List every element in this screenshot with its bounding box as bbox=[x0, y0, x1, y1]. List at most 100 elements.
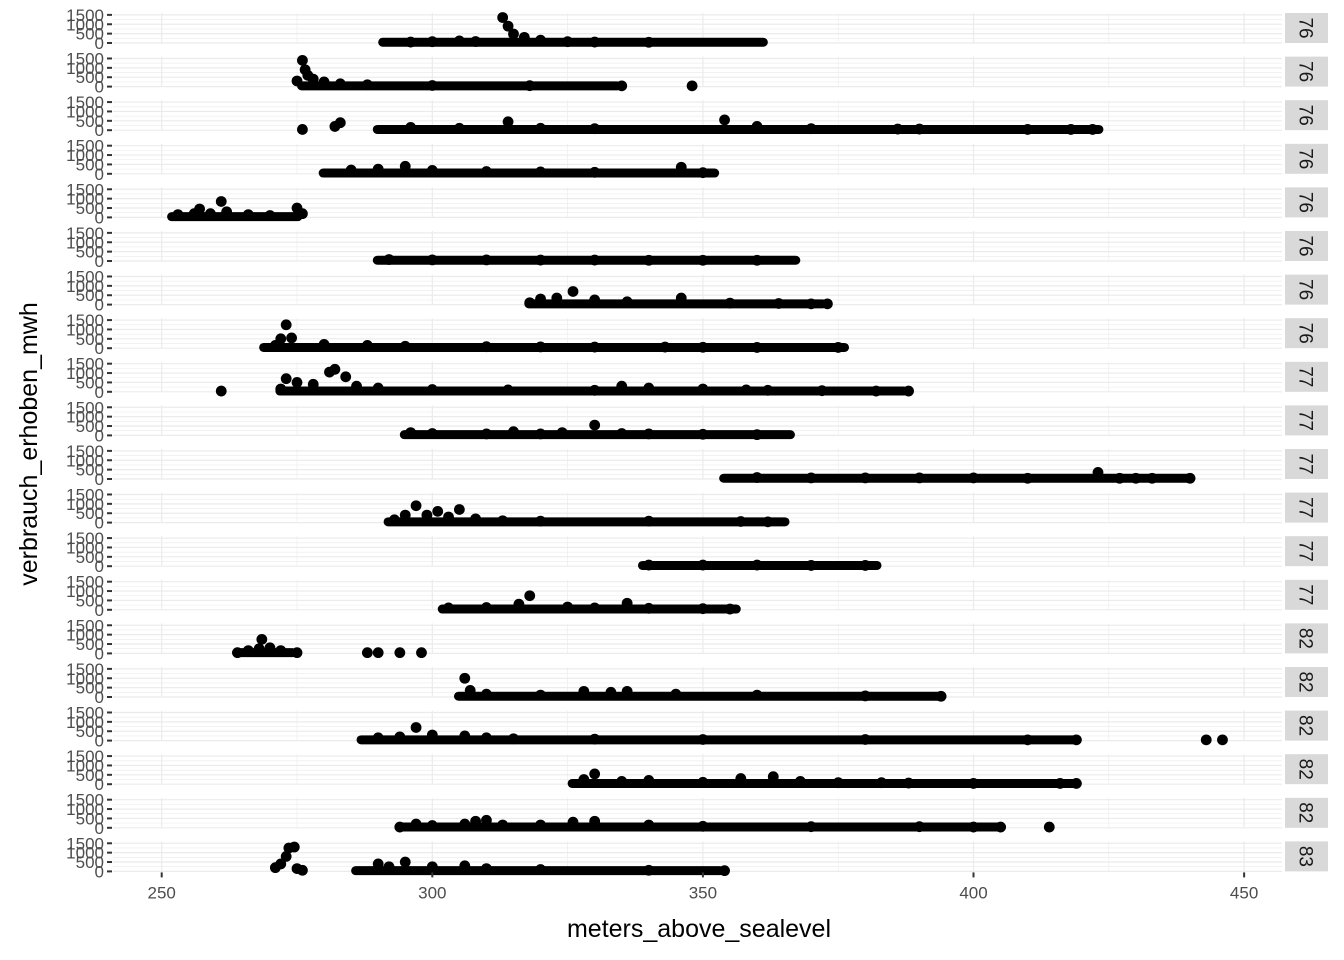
y-tick-label: 500 bbox=[76, 112, 104, 131]
data-point bbox=[464, 685, 476, 696]
y-tick-label: 0 bbox=[95, 819, 104, 838]
data-point bbox=[675, 161, 687, 173]
data-point bbox=[372, 647, 384, 659]
strip-label: 83 bbox=[1295, 846, 1316, 867]
point-band bbox=[167, 212, 303, 222]
data-point bbox=[288, 841, 300, 853]
y-tick-label: 500 bbox=[76, 68, 104, 87]
data-point bbox=[372, 163, 384, 175]
point-band bbox=[356, 735, 1082, 745]
y-tick-label: 0 bbox=[95, 862, 104, 881]
y-tick-label: 500 bbox=[76, 243, 104, 262]
data-point bbox=[481, 428, 492, 440]
strip-background bbox=[1285, 56, 1328, 87]
point-band bbox=[524, 299, 828, 309]
point-band bbox=[383, 517, 790, 527]
data-point bbox=[616, 775, 628, 787]
strip-background bbox=[1285, 797, 1328, 828]
data-point bbox=[794, 775, 806, 787]
data-point bbox=[589, 815, 601, 827]
y-tick-label: 1500 bbox=[66, 398, 104, 417]
y-tick-label: 1000 bbox=[66, 190, 104, 209]
data-point bbox=[616, 428, 628, 439]
strips-layer: 76 76 76 76 76 76 76 76 77 77 77 77 77 77 82 82 82 82 82 83 bbox=[1285, 13, 1328, 872]
y-tick-label: 0 bbox=[95, 121, 104, 140]
data-point bbox=[426, 254, 438, 266]
data-point bbox=[481, 602, 492, 613]
y-tick-label: 1500 bbox=[66, 485, 104, 504]
data-point bbox=[280, 319, 292, 331]
y-tick-label: 1000 bbox=[66, 320, 104, 339]
data-point bbox=[1092, 467, 1104, 478]
data-point bbox=[697, 734, 709, 745]
data-point bbox=[221, 206, 233, 218]
data-point bbox=[535, 122, 546, 134]
data-point bbox=[551, 292, 563, 304]
data-point bbox=[773, 298, 785, 309]
data-point bbox=[762, 384, 774, 396]
y-tick-label: 1500 bbox=[66, 834, 104, 853]
data-point bbox=[735, 773, 747, 784]
y-tick-label: 500 bbox=[76, 504, 104, 523]
data-point bbox=[735, 516, 747, 527]
strip-label: 76 bbox=[1295, 17, 1316, 38]
data-point bbox=[394, 731, 406, 743]
data-point bbox=[832, 342, 844, 353]
data-point bbox=[405, 36, 417, 48]
data-point bbox=[589, 123, 601, 135]
data-point bbox=[502, 384, 514, 396]
data-point bbox=[264, 642, 276, 654]
y-tick-label: 1000 bbox=[66, 408, 104, 427]
data-point bbox=[751, 429, 763, 441]
strip-label: 77 bbox=[1295, 453, 1316, 474]
y-tick-label: 500 bbox=[76, 25, 104, 44]
strip-label: 77 bbox=[1295, 366, 1316, 387]
y-tick-label: 1500 bbox=[66, 660, 104, 679]
data-point bbox=[751, 559, 763, 571]
data-point bbox=[421, 509, 433, 521]
point-band bbox=[318, 168, 720, 178]
y-tick-label: 1500 bbox=[66, 267, 104, 286]
data-point bbox=[535, 166, 546, 178]
strip-background bbox=[1285, 13, 1328, 43]
data-point bbox=[697, 820, 709, 832]
data-point bbox=[562, 36, 574, 48]
data-point bbox=[1200, 734, 1212, 746]
y-tick-label: 500 bbox=[76, 809, 104, 828]
strip-label: 82 bbox=[1295, 759, 1316, 780]
y-tick-label: 0 bbox=[95, 252, 104, 271]
data-point bbox=[426, 729, 438, 741]
y-tick-label: 1500 bbox=[66, 6, 104, 25]
y-tick-label: 0 bbox=[95, 470, 104, 489]
y-tick-label: 500 bbox=[76, 766, 104, 785]
y-tick-label: 1500 bbox=[66, 616, 104, 635]
data-point bbox=[481, 863, 492, 874]
data-point bbox=[329, 363, 341, 375]
y-tick-label: 0 bbox=[95, 601, 104, 620]
data-point bbox=[870, 385, 882, 397]
point-band bbox=[399, 430, 795, 440]
y-tick-label: 0 bbox=[95, 732, 104, 751]
y-tick-label: 1500 bbox=[66, 355, 104, 374]
y-axis-layer: 0500100015000500100015000500100015000500… bbox=[66, 6, 112, 881]
y-tick-label: 1000 bbox=[66, 713, 104, 732]
data-point bbox=[361, 339, 373, 351]
data-point bbox=[1065, 124, 1077, 135]
data-point bbox=[372, 382, 384, 394]
data-point bbox=[643, 382, 655, 394]
data-point bbox=[215, 385, 227, 397]
data-point bbox=[724, 603, 736, 615]
data-point bbox=[372, 858, 384, 870]
data-point bbox=[399, 340, 411, 352]
data-point bbox=[643, 254, 655, 266]
data-point bbox=[481, 732, 492, 744]
data-point bbox=[453, 504, 465, 515]
point-band bbox=[453, 691, 947, 701]
strip-label: 76 bbox=[1295, 279, 1316, 300]
data-point bbox=[405, 427, 417, 438]
data-point bbox=[394, 821, 406, 833]
data-point bbox=[589, 419, 601, 431]
data-point bbox=[1217, 734, 1228, 746]
y-tick-label: 1000 bbox=[66, 364, 104, 383]
data-point bbox=[497, 819, 509, 831]
